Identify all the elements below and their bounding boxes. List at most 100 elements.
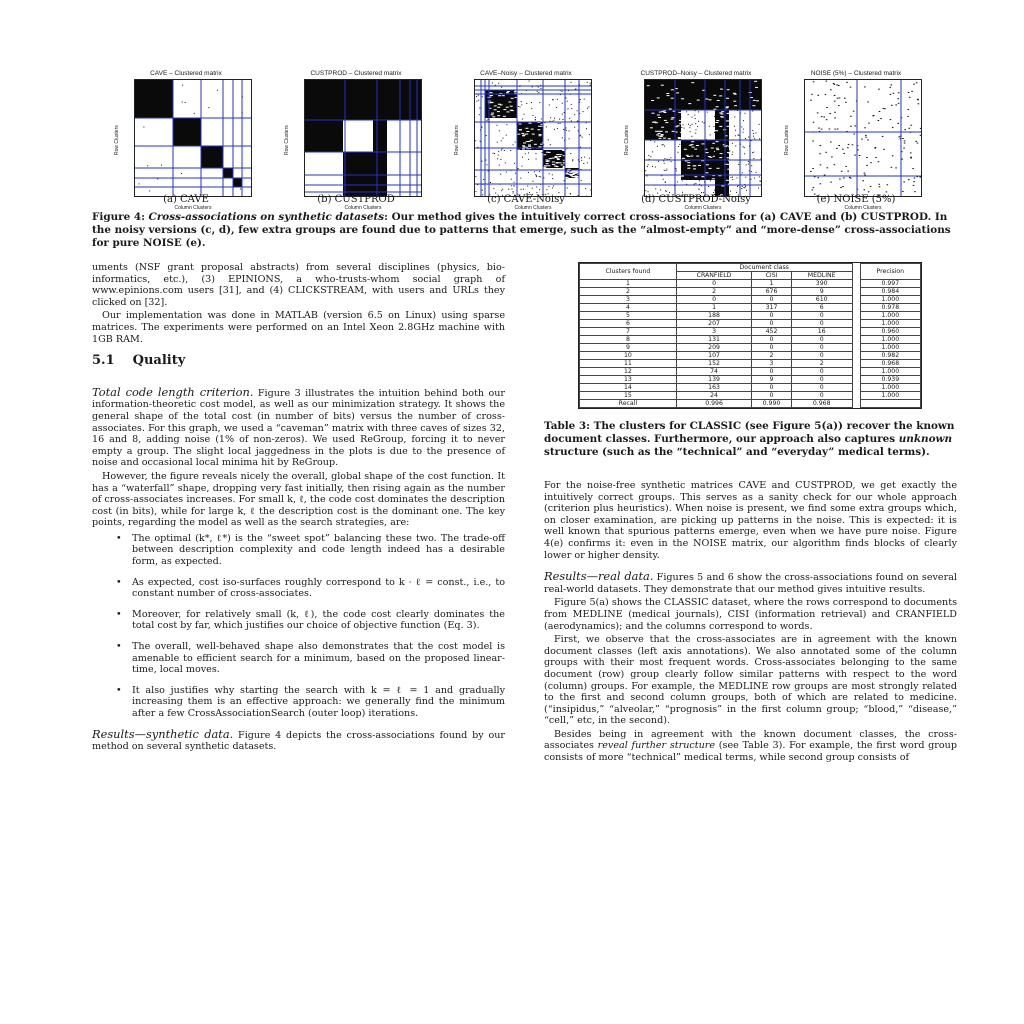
left-column: uments (NSF grant proposal abstracts) fr… bbox=[92, 262, 505, 755]
table-row: 12 74 0 0 1.000 bbox=[579, 367, 922, 376]
table-cell: 1.000 bbox=[859, 319, 922, 328]
panel-ylabel: Row Clusters bbox=[114, 125, 120, 155]
paragraph: Results—synthetic data. Figure 4 depicts… bbox=[92, 726, 505, 753]
table-cell: 6 bbox=[579, 319, 677, 328]
table-cell: 24 bbox=[675, 391, 753, 400]
table-cell: 14 bbox=[579, 383, 677, 392]
figure-title: Cross-associations on synthetic datasets bbox=[148, 211, 385, 223]
table-row: 6 207 0 0 1.000 bbox=[579, 319, 922, 328]
table-cell: 0 bbox=[790, 383, 853, 392]
section-heading: 5.1 Quality bbox=[92, 353, 186, 369]
table-cell: 10 bbox=[579, 351, 677, 360]
table-header: Clusters found bbox=[579, 263, 677, 280]
paragraph: Our implementation was done in MATLAB (v… bbox=[92, 310, 505, 345]
table-cell: 0 bbox=[751, 295, 792, 304]
paragraph: Figure 5(a) shows the CLASSIC dataset, w… bbox=[544, 597, 957, 632]
table-cell: 2 bbox=[790, 359, 853, 368]
right-column: For the noise-free synthetic matrices CA… bbox=[544, 480, 957, 766]
table-cell: 0.978 bbox=[859, 303, 922, 312]
table-cell: 139 bbox=[675, 375, 753, 384]
table-cell: 0 bbox=[790, 391, 853, 400]
list-item: It also justifies why starting the searc… bbox=[92, 685, 505, 720]
table-cell: 5 bbox=[579, 311, 677, 320]
panel-ylabel: Row Clusters bbox=[454, 125, 460, 155]
table-cell: 0 bbox=[790, 367, 853, 376]
table-cell: 107 bbox=[675, 351, 753, 360]
figure-caption-text: : Our method gives the intuitively corre… bbox=[92, 211, 951, 250]
table-cell: 0 bbox=[751, 383, 792, 392]
table-row: 4 1 317 6 0.978 bbox=[579, 303, 922, 312]
panel-xlabel: Column Clusters bbox=[174, 205, 212, 211]
table-cell: 2 bbox=[675, 287, 753, 296]
table-cell: 0 bbox=[675, 295, 753, 304]
list-item: As expected, cost iso-surfaces roughly c… bbox=[92, 577, 505, 600]
table-cell: 4 bbox=[579, 303, 677, 312]
table-cell: 6 bbox=[790, 303, 853, 312]
table-cell: 11 bbox=[579, 359, 677, 368]
table-cell: 0 bbox=[751, 343, 792, 352]
panel-ylabel: Row Clusters bbox=[784, 125, 790, 155]
table-cell: 0.968 bbox=[790, 399, 853, 408]
table-cell: 0.996 bbox=[675, 399, 753, 408]
table-3-caption: Table 3: The clusters for CLASSIC (see F… bbox=[544, 420, 955, 459]
table-cell: 452 bbox=[751, 327, 792, 336]
table-cell: 0.939 bbox=[859, 375, 922, 384]
table-cell: 9 bbox=[579, 343, 677, 352]
panel-ylabel: Row Clusters bbox=[284, 125, 290, 155]
table-cell: 317 bbox=[751, 303, 792, 312]
panel-ylabel: Row Clusters bbox=[624, 125, 630, 155]
subfigure-caption: (e) NOISE (5%) bbox=[816, 194, 896, 205]
subfigure-caption: (a) CAVE bbox=[163, 194, 209, 205]
table-cell: 610 bbox=[790, 295, 853, 304]
matrix-plot bbox=[474, 79, 592, 197]
table-cell: 163 bbox=[675, 383, 753, 392]
matrix-panel: CUSTPROD–Noisy – Clustered matrix Row Clu… bbox=[622, 70, 770, 211]
panel-xlabel: Column Clusters bbox=[844, 205, 882, 211]
subfigure-caption: (b) CUSTPROD bbox=[317, 194, 395, 205]
table-cell: 9 bbox=[751, 375, 792, 384]
table-cell: 74 bbox=[675, 367, 753, 376]
table-cell: 0.990 bbox=[751, 399, 792, 408]
table-cell: 131 bbox=[675, 335, 753, 344]
paragraph: Total code length criterion. Figure 3 il… bbox=[92, 384, 505, 469]
paragraph: Results—real data. Figures 5 and 6 show … bbox=[544, 569, 957, 595]
table-row: 1 0 1 390 0.997 bbox=[579, 279, 922, 288]
table-cell: 8 bbox=[579, 335, 677, 344]
table-cell: 2 bbox=[751, 351, 792, 360]
table-cell: 1.000 bbox=[859, 383, 922, 392]
table-row: 9 209 0 0 1.000 bbox=[579, 343, 922, 352]
table-header: Document class bbox=[675, 263, 853, 272]
table-cell: 676 bbox=[751, 287, 792, 296]
table-cell: 390 bbox=[790, 279, 853, 288]
matrix-plot bbox=[134, 79, 252, 197]
table-cell: 0.968 bbox=[859, 359, 922, 368]
table-cell: 188 bbox=[675, 311, 753, 320]
table-cell: 0 bbox=[751, 335, 792, 344]
table-cell: 0 bbox=[751, 319, 792, 328]
table-cell: 1 bbox=[751, 279, 792, 288]
table-cell: 3 bbox=[751, 359, 792, 368]
figure-4-caption: Figure 4: Cross-associations on syntheti… bbox=[92, 211, 956, 251]
matrix-panel: NOISE (5%) – Clustered matrix Row Cluster… bbox=[782, 70, 930, 211]
table-cell: 0 bbox=[675, 279, 753, 288]
table-cell: 15 bbox=[579, 391, 677, 400]
table-header: CISI bbox=[751, 271, 792, 280]
table-cell: 0 bbox=[790, 343, 853, 352]
table-cell: 0 bbox=[790, 319, 853, 328]
panel-xlabel: Column Clusters bbox=[684, 205, 722, 211]
paragraph: For the noise-free synthetic matrices CA… bbox=[544, 480, 957, 561]
table-cell: 0 bbox=[751, 391, 792, 400]
table-cell: 0.997 bbox=[859, 279, 922, 288]
matrix-plot bbox=[304, 79, 422, 197]
table-cell: 7 bbox=[579, 327, 677, 336]
table-cell: 1.000 bbox=[859, 343, 922, 352]
panel-xlabel: Column Clusters bbox=[344, 205, 382, 211]
table-row: 7 3 452 16 0.960 bbox=[579, 327, 922, 336]
table-row: 15 24 0 0 1.000 bbox=[579, 391, 922, 400]
matrix-plot bbox=[804, 79, 922, 197]
table-cell: 0 bbox=[790, 351, 853, 360]
table-row: 13 139 9 0 0.939 bbox=[579, 375, 922, 384]
matrix-panel: CAVE–Noisy – Clustered matrix Row Cluster… bbox=[452, 70, 600, 211]
table-cell: Recall bbox=[579, 399, 677, 408]
list-item: Moreover, for relatively small (k, ℓ), t… bbox=[92, 609, 505, 632]
